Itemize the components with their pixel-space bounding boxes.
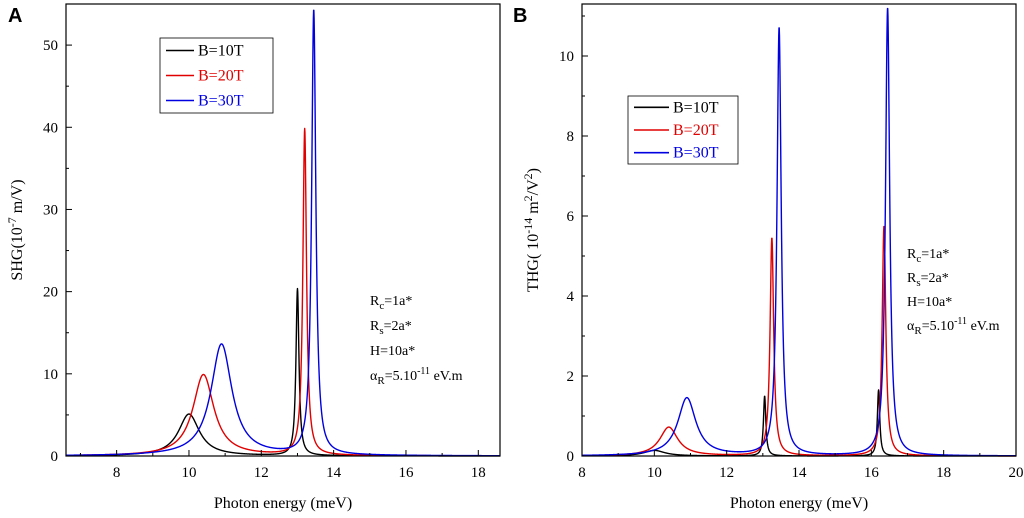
parameter-annotation: Rc=1a* — [370, 294, 412, 312]
legend-label: B=20T — [198, 68, 244, 85]
series-line-b-30t — [65, 9, 501, 457]
annotation-exponent: -11 — [954, 316, 967, 327]
x-tick-label: 20 — [1009, 465, 1024, 481]
y-axis-title-exponent: -7 — [5, 217, 19, 227]
parameter-annotation: H=10a* — [370, 344, 415, 359]
chart-panel-b: B 8 10 12 14 16 18 20 0 2 4 6 8 10 Photon energy (meV)… — [513, 3, 1024, 512]
y-tick-label: 0 — [567, 449, 575, 465]
x-tick-label: 12 — [719, 465, 734, 481]
parameter-annotation: H=10a* — [907, 295, 952, 310]
annotation-base: α — [370, 369, 378, 384]
x-tick-label: 12 — [254, 465, 269, 481]
annotation-subscript: R — [914, 325, 922, 337]
y-tick-label: 40 — [43, 120, 58, 136]
x-tick-label: 18 — [936, 465, 951, 481]
y-tick-label: 6 — [567, 209, 575, 225]
series-line-b-20t — [581, 225, 1017, 457]
y-tick-label: 50 — [43, 38, 58, 54]
annotation-base: R — [907, 271, 917, 286]
legend-label: B=10T — [198, 43, 244, 60]
y-tick-label: 4 — [567, 289, 575, 305]
annotation-subscript: R — [377, 375, 385, 387]
parameter-annotation: Rs=2a* — [907, 271, 949, 289]
y-tick-label: 2 — [567, 369, 575, 385]
annotation-base: R — [370, 294, 380, 309]
y-axis-title-exponent: 2 — [521, 195, 535, 201]
legend-label: B=20T — [673, 122, 719, 139]
annotation-subscript: s — [379, 325, 383, 337]
legend-label: B=30T — [673, 145, 719, 162]
y-axis-title: SHG(10-7 m/V) — [5, 179, 26, 280]
legend: B=10T B=20T B=30T — [627, 95, 739, 165]
annotation-value: =5.10 — [385, 369, 417, 384]
annotation-base: H=10a* — [907, 295, 952, 310]
y-axis-title: THG( 10-14 m2/V2) — [521, 168, 542, 292]
parameter-annotation: αR=5.10-11 eV.m — [370, 366, 463, 387]
chart-panel-a: A 8 10 12 14 16 18 0 10 20 30 40 50 Photon energy (me… — [5, 3, 501, 512]
y-tick-label: 8 — [567, 129, 575, 145]
x-tick-label: 8 — [578, 465, 586, 481]
panel-letter: B — [513, 5, 527, 27]
y-axis-title-unit: /V — [525, 179, 542, 195]
x-axis-title: Photon energy (meV) — [730, 495, 868, 512]
legend-label: B=30T — [198, 93, 244, 110]
x-tick-label: 8 — [113, 465, 121, 481]
annotation-subscript: c — [379, 300, 384, 312]
plot-frame — [65, 3, 501, 457]
y-tick-label: 20 — [43, 285, 58, 301]
parameter-annotation: αR=5.10-11 eV.m — [907, 316, 1000, 337]
y-axis-title-exponent: -14 — [521, 218, 535, 234]
plot-frame — [581, 3, 1017, 457]
series-line-b-10t — [581, 389, 1017, 457]
legend: B=10T B=20T B=30T — [159, 37, 274, 114]
parameter-annotation: Rs=2a* — [370, 319, 412, 337]
y-axis-title-unit: m/V) — [9, 179, 26, 217]
panel-letter: A — [8, 5, 22, 27]
annotation-base: R — [907, 247, 917, 262]
series-line-b-30t — [581, 7, 1017, 457]
y-axis-title-close: ) — [525, 168, 542, 173]
annotation-unit: eV.m — [430, 369, 463, 384]
annotation-base: α — [907, 319, 915, 334]
y-axis-title-exponent: 2 — [521, 173, 535, 179]
annotation-value: =1a* — [921, 247, 949, 262]
parameter-annotations: Rc=1a*Rs=2a*H=10a*αR=5.10-11 eV.m — [907, 247, 1000, 337]
parameter-annotation: Rc=1a* — [907, 247, 949, 265]
x-tick-label: 10 — [181, 465, 196, 481]
parameter-annotations: Rc=1a*Rs=2a*H=10a*αR=5.10-11 eV.m — [370, 294, 463, 387]
annotation-subscript: s — [916, 277, 920, 289]
annotation-value: =5.10 — [922, 319, 954, 334]
annotation-exponent: -11 — [417, 366, 430, 377]
x-tick-label: 16 — [398, 465, 414, 481]
annotation-base: R — [370, 319, 380, 334]
x-axis-title: Photon energy (meV) — [214, 495, 352, 512]
x-tick-label: 18 — [471, 465, 486, 481]
y-tick-label: 30 — [43, 202, 58, 218]
annotation-value: =2a* — [921, 271, 949, 286]
y-axis-title-base: SHG(10 — [9, 227, 26, 280]
annotation-subscript: c — [916, 253, 921, 265]
legend-label: B=10T — [673, 99, 719, 116]
x-tick-label: 14 — [326, 465, 342, 481]
x-tick-label: 16 — [864, 465, 880, 481]
series-line-b-20t — [65, 127, 501, 457]
y-tick-label: 0 — [51, 449, 59, 465]
annotation-base: H=10a* — [370, 344, 415, 359]
y-tick-label: 10 — [43, 367, 58, 383]
x-tick-label: 14 — [792, 465, 808, 481]
annotation-unit: eV.m — [967, 319, 1000, 334]
y-axis-title-base: THG( 10 — [525, 234, 542, 292]
y-axis-title-unit: m — [525, 201, 542, 218]
y-tick-label: 10 — [559, 49, 574, 65]
annotation-value: =2a* — [384, 319, 412, 334]
annotation-value: =1a* — [384, 294, 412, 309]
x-tick-label: 10 — [647, 465, 662, 481]
